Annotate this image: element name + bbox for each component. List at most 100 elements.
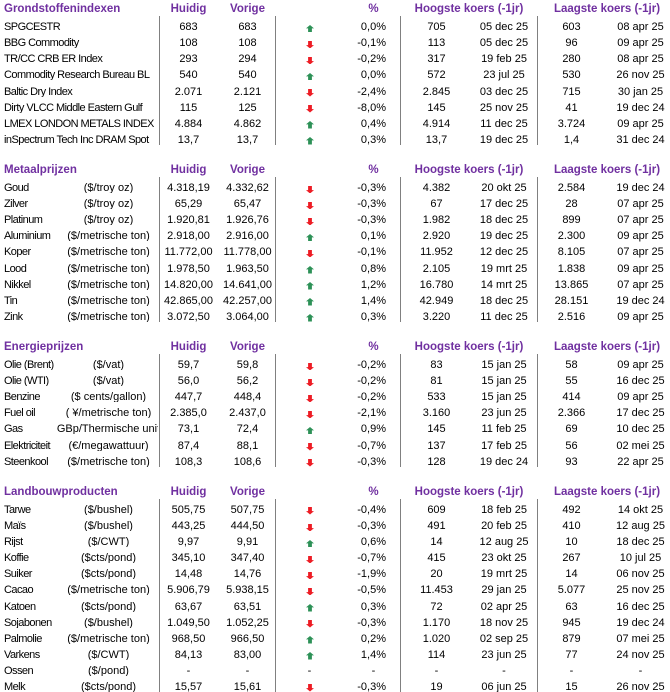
percent-change: 1,4% <box>360 294 386 307</box>
name-unit-zone: Palmolie ($/metrische ton) <box>0 628 158 644</box>
hoogste-date: 15 jan 25 <box>481 375 527 388</box>
column-header-pct: % <box>368 341 379 354</box>
laagste-date: 07 apr 25 <box>617 198 664 211</box>
percent-change: -0,2% <box>357 359 386 372</box>
laagste-date: 07 apr 25 <box>617 214 664 227</box>
percent-change: -0,3% <box>357 455 386 468</box>
hoogste-date: 17 dec 25 <box>479 198 529 211</box>
down-arrow-icon <box>277 587 342 596</box>
hoogste-value: 1.982 <box>422 214 451 227</box>
vorige-value: 1.052,25 <box>226 616 269 629</box>
table-row: Koffie ($cts/pond) 345,10 347,40 -0,7% 415 23 … <box>0 547 670 565</box>
hoogste-value: 3.160 <box>422 407 451 420</box>
hoogste-date: 23 okt 25 <box>481 552 527 565</box>
instrument-unit: ($ cents/gallon) <box>70 391 147 403</box>
instrument-unit: ($cts/pond) <box>80 600 137 612</box>
name-unit-zone: Koper ($/metrische ton) <box>0 241 158 257</box>
table-row: Platinum ($/troy oz) 1.920,81 1.926,76 -0,3%… <box>0 209 670 227</box>
column-header-laagste: Laagste koers (-1jr) <box>553 3 661 16</box>
down-arrow-icon <box>277 443 342 451</box>
instrument-unit: ($cts/pond) <box>80 680 137 692</box>
hoogste-value: 20 <box>430 568 443 581</box>
down-arrow-icon <box>277 523 342 532</box>
name-unit-zone: Sojabonen ($/bushel) <box>0 612 158 628</box>
section-title: Metaalprijzen <box>4 164 77 176</box>
percent-change: -0,7% <box>357 439 386 452</box>
vorige-value: 540 <box>238 69 257 82</box>
hoogste-date: 12 dec 25 <box>479 246 529 259</box>
column-divider-line <box>159 16 160 145</box>
percent-change: 0,1% <box>360 230 386 243</box>
instrument-name: Suiker <box>4 568 32 580</box>
laagste-value: 879 <box>562 632 581 645</box>
laagste-value: 3.724 <box>557 117 586 130</box>
name-unit-zone: Melk ($cts/pond) <box>0 676 158 692</box>
laagste-date: 06 nov 25 <box>616 568 665 581</box>
laagste-date: 26 nov 25 <box>616 680 665 692</box>
table-row: Goud ($/troy oz) 4.318,19 4.332,62 -0,3% 4.38… <box>0 177 670 194</box>
name-unit-zone: Gas GBp/Thermische unit <box>0 418 158 434</box>
hoogste-date: 11 dec 25 <box>480 117 528 130</box>
hoogste-date: 19 mrt 25 <box>480 262 528 275</box>
hoogste-date: 06 jun 25 <box>481 680 527 692</box>
percent-change: 0,8% <box>360 262 386 275</box>
column-divider-line <box>400 177 401 322</box>
vorige-value: 294 <box>238 53 257 66</box>
down-arrow-icon <box>277 507 342 515</box>
laagste-date: 30 jan 25 <box>617 85 664 98</box>
percent-change: -0,3% <box>357 214 386 227</box>
huidig-value: 2.385,0 <box>170 407 207 420</box>
instrument-name: Lood <box>4 262 27 274</box>
hoogste-date: 18 nov 25 <box>479 616 529 629</box>
instrument-unit: ($/troy oz) <box>83 182 134 194</box>
percent-change: -0,2% <box>357 375 386 388</box>
down-arrow-icon <box>277 684 342 692</box>
vorige-value: 2.916,00 <box>226 230 269 243</box>
hoogste-value: 145 <box>427 101 446 114</box>
vorige-value: 15,61 <box>233 680 262 692</box>
instrument-name: Goud <box>4 182 29 194</box>
vorige-value: 125 <box>238 101 257 114</box>
column-divider-line <box>537 177 538 322</box>
down-arrow-icon <box>277 571 342 580</box>
hoogste-value: 3.220 <box>422 310 451 323</box>
name-unit-zone: Dirty VLCC Middle Eastern Gulf <box>0 97 158 113</box>
name-unit-zone: Lood ($/metrische ton) <box>0 257 158 274</box>
table-row: Commodity Research Bureau BL 540 540 0,0% 57… <box>0 64 670 82</box>
instrument-name: Elektriciteit <box>4 439 51 451</box>
name-unit-zone: Baltic Dry Index <box>0 80 158 97</box>
hoogste-value: 1.020 <box>422 632 451 645</box>
instrument-unit: ($/bushel) <box>84 616 133 628</box>
instrument-name: Palmolie <box>4 632 42 644</box>
instrument-name: Tarwe <box>4 503 31 515</box>
vorige-value: 14,76 <box>233 568 262 581</box>
section-title: Grondstoffenindexen <box>4 3 121 16</box>
table-row: Katoen ($cts/pond) 63,67 63,51 0,3% 72 02 apr … <box>0 595 670 613</box>
name-unit-zone: Ossen ($/pond) <box>0 660 158 676</box>
hoogste-value: 114 <box>427 648 446 661</box>
hoogste-value: 533 <box>427 391 446 404</box>
table-row: TR/CC CRB ER Index 293 294 -0,2% 317 19 feb 2… <box>0 48 670 66</box>
hoogste-value: 13,7 <box>425 133 448 146</box>
vorige-value: 3.064,00 <box>226 310 269 323</box>
down-arrow-icon <box>277 410 342 419</box>
vorige-value: 1.926,76 <box>226 214 269 227</box>
instrument-unit: ( ¥/metrische ton) <box>65 407 152 419</box>
up-arrow-icon <box>277 121 342 129</box>
up-arrow-icon <box>277 282 342 290</box>
laagste-date: 08 apr 25 <box>617 21 664 34</box>
hoogste-value: 83 <box>430 359 443 372</box>
percent-change: -0,3% <box>357 198 386 211</box>
hoogste-date: 14 mrt 25 <box>480 278 528 291</box>
hoogste-date: 19 dec 25 <box>479 133 529 146</box>
instrument-unit: ($/bushel) <box>84 520 133 532</box>
laagste-value: 96 <box>565 37 578 50</box>
hoogste-date: 15 jan 25 <box>481 391 527 404</box>
laagste-date: 09 apr 25 <box>617 37 664 50</box>
instrument-name: Ossen <box>4 664 34 676</box>
laagste-date: 16 dec 25 <box>616 375 665 388</box>
name-unit-zone: Commodity Research Bureau BL <box>0 64 158 80</box>
laagste-date: 08 apr 25 <box>617 53 664 66</box>
section-title: Landbouwproducten <box>4 485 118 498</box>
down-arrow-icon <box>277 56 342 65</box>
